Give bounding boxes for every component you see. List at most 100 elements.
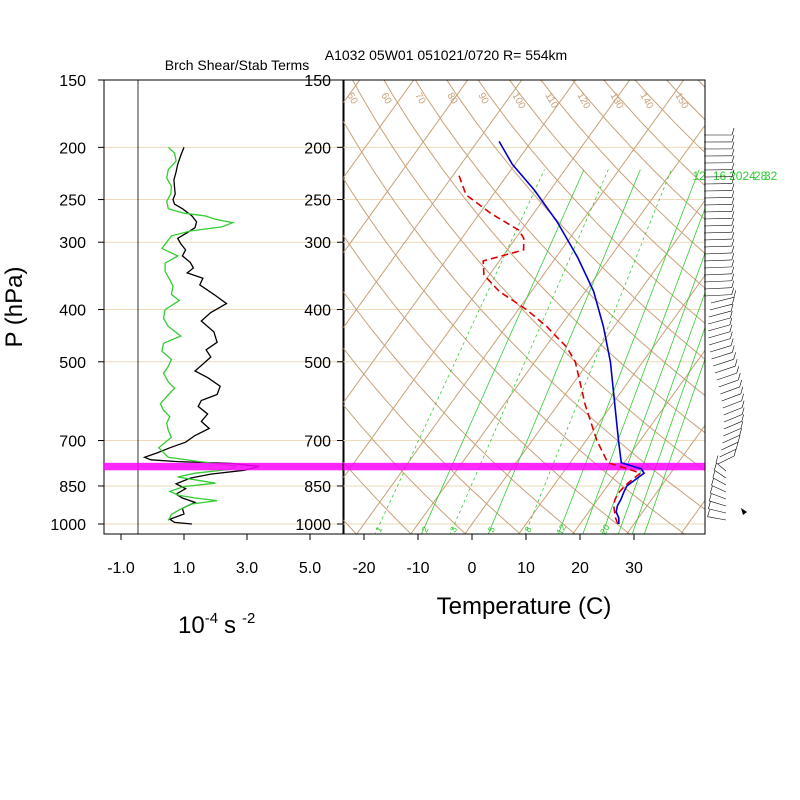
chart-title: A1032 05W01 051021/0720 R= 554km	[325, 47, 567, 63]
left-y-tick-label: 850	[59, 479, 86, 496]
wind-barb-flag	[708, 493, 712, 502]
mixing-ratio-line	[557, 169, 700, 534]
mixing-ratio-bottom-label: 8	[523, 525, 534, 534]
wind-barb	[719, 448, 737, 458]
wind-barb-flag	[734, 359, 738, 367]
wind-barb	[717, 455, 735, 465]
dry-adiabat-line	[343, 347, 522, 534]
dry-adiabat-line	[343, 290, 576, 534]
isotherm-line	[343, 80, 577, 405]
mixing-ratio-label: 16	[713, 169, 727, 183]
x-label-unit: s	[224, 612, 236, 639]
wind-barb	[703, 245, 732, 248]
isotherm-line	[343, 80, 415, 180]
isotherm-line	[726, 28, 800, 547]
wind-barb	[703, 273, 732, 276]
pressure-grid	[343, 80, 705, 525]
wind-barb-flag	[711, 478, 714, 486]
wind-barb	[720, 386, 740, 395]
wind-barb-flag	[741, 393, 744, 401]
theta-label: 60	[378, 91, 393, 107]
wind-barb	[708, 317, 731, 325]
wind-barb-flag	[740, 421, 744, 429]
wind-barb-flag	[731, 273, 735, 281]
skew-x-axis: -20 -10 0 10 20 30	[352, 534, 643, 577]
wind-barb	[712, 477, 727, 486]
wind-barb	[721, 393, 741, 402]
dry-adiabat-line	[343, 177, 686, 534]
skew-y-tick-label: 1000	[295, 517, 331, 534]
mixing-ratio-line	[582, 207, 705, 534]
dry-adiabat-line	[383, 80, 705, 434]
skew-y-tick-label: 200	[304, 140, 331, 157]
wind-barb	[722, 400, 742, 409]
left-y-tick-label: 400	[59, 303, 86, 320]
wind-barb	[708, 508, 727, 514]
wind-barb	[703, 287, 732, 290]
wind-barb-flag	[733, 352, 736, 360]
wind-barb	[716, 372, 737, 381]
x-label-unit-exponent: -2	[242, 610, 255, 627]
wind-barb	[703, 259, 732, 262]
skew-y-tick-label: 300	[304, 235, 331, 252]
wind-barb	[703, 294, 732, 297]
dry-adiabat-line	[343, 403, 467, 534]
skew-y-tick-label: 400	[304, 303, 331, 320]
wind-barb-flag	[731, 127, 735, 136]
dry-adiabat-line	[343, 460, 412, 534]
wind-barb-flag	[731, 204, 735, 212]
wind-barb	[703, 217, 732, 220]
mixing-ratio-line	[487, 169, 641, 534]
dry-adiabats	[343, 80, 705, 534]
wind-barb	[703, 197, 732, 199]
wind-barb-flag	[731, 225, 735, 233]
wind-barb	[714, 469, 727, 479]
theta-label: 150	[672, 91, 690, 111]
mixing-ratio-line	[631, 326, 705, 534]
wind-barb	[708, 331, 730, 339]
wind-barb-flag	[731, 297, 735, 305]
isotherm-line	[356, 80, 685, 534]
theta-label: 130	[607, 91, 625, 111]
left-panel-frame	[103, 79, 345, 535]
wind-barb	[707, 324, 730, 332]
wind-barb	[707, 516, 727, 521]
mixing-ratio-label: 28	[754, 169, 768, 183]
wind-barb	[711, 485, 727, 493]
isotherm-line	[343, 80, 631, 480]
left-y-tick-label: 150	[59, 73, 86, 90]
wind-barb	[710, 492, 727, 500]
wind-barb-flag	[733, 290, 737, 298]
isotherm-line	[626, 424, 705, 534]
wind-barb-flag	[741, 414, 745, 422]
theta-label: 50	[344, 91, 359, 107]
left-y-tick-label: 200	[59, 140, 86, 157]
wind-barb-flag	[737, 435, 741, 443]
dry-adiabat-line	[540, 80, 705, 255]
wind-barb-flag	[741, 400, 745, 408]
skew-x-tick-label: -20	[352, 560, 375, 577]
wind-barb-flag	[715, 455, 719, 463]
wind-barb	[710, 297, 734, 304]
highlight-band	[343, 462, 705, 471]
theta-label: 120	[574, 91, 592, 111]
wind-barb	[711, 352, 733, 360]
isotherm-line	[464, 199, 705, 534]
wind-barb-pennant	[741, 508, 747, 515]
skew-y-tick-label: 850	[304, 479, 331, 496]
skew-x-tick-label: 30	[625, 560, 643, 577]
mixing-ratio-bottom-label: 20	[598, 523, 612, 537]
wind-barb	[723, 414, 743, 423]
wind-barb-flag	[708, 501, 711, 509]
highlight-band-left	[104, 462, 344, 471]
wind-barb-flag	[731, 155, 735, 163]
wind-barb-flag	[731, 176, 735, 184]
wind-barb-flag	[731, 218, 735, 226]
dry-adiabat-line	[414, 80, 705, 397]
wind-barb-flag	[731, 238, 735, 247]
wind-barb	[714, 365, 736, 374]
wind-barb	[723, 421, 742, 430]
shear-term-line	[142, 147, 260, 525]
wind-barbs	[703, 127, 747, 521]
